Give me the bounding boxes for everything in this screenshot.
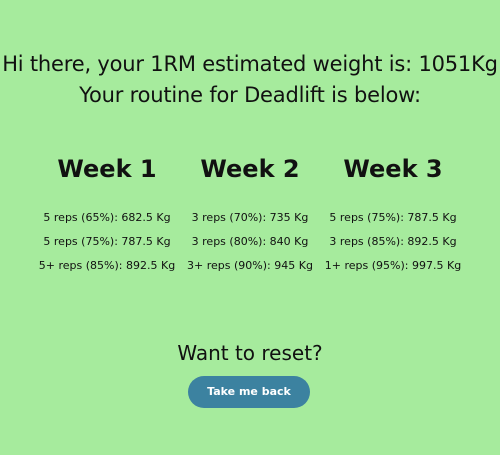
week-3-set-3: 1+ reps (95%): 997.5 Kg <box>324 259 462 272</box>
week-2-column: Week 2 3 reps (70%): 735 Kg 3 reps (80%)… <box>179 152 322 278</box>
weeks-container: Week 1 5 reps (65%): 682.5 Kg 5 reps (75… <box>0 152 500 278</box>
routine-header: Hi there, your 1RM estimated weight is: … <box>0 49 500 111</box>
estimate-heading: Hi there, your 1RM estimated weight is: … <box>2 52 498 76</box>
take-me-back-button[interactable]: Take me back <box>188 376 310 408</box>
week-3-set-1: 5 reps (75%): 787.5 Kg <box>329 211 457 224</box>
week-3-title: Week 3 <box>343 155 443 183</box>
week-3-column: Week 3 5 reps (75%): 787.5 Kg 3 reps (85… <box>322 152 465 278</box>
reset-heading: Want to reset? <box>177 341 323 365</box>
week-2-set-1: 3 reps (70%): 735 Kg <box>191 211 309 224</box>
week-1-set-3: 5+ reps (85%): 892.5 Kg <box>38 259 176 272</box>
week-2-title: Week 2 <box>200 155 300 183</box>
week-1-column: Week 1 5 reps (65%): 682.5 Kg 5 reps (75… <box>36 152 179 278</box>
week-1-set-2: 5 reps (75%): 787.5 Kg <box>43 235 171 248</box>
week-2-set-3: 3+ reps (90%): 945 Kg <box>187 259 313 272</box>
week-2-set-2: 3 reps (80%): 840 Kg <box>191 235 309 248</box>
week-1-set-1: 5 reps (65%): 682.5 Kg <box>43 211 171 224</box>
week-1-title: Week 1 <box>57 155 157 183</box>
routine-heading: Your routine for Deadlift is below: <box>79 83 421 107</box>
week-3-set-2: 3 reps (85%): 892.5 Kg <box>329 235 457 248</box>
